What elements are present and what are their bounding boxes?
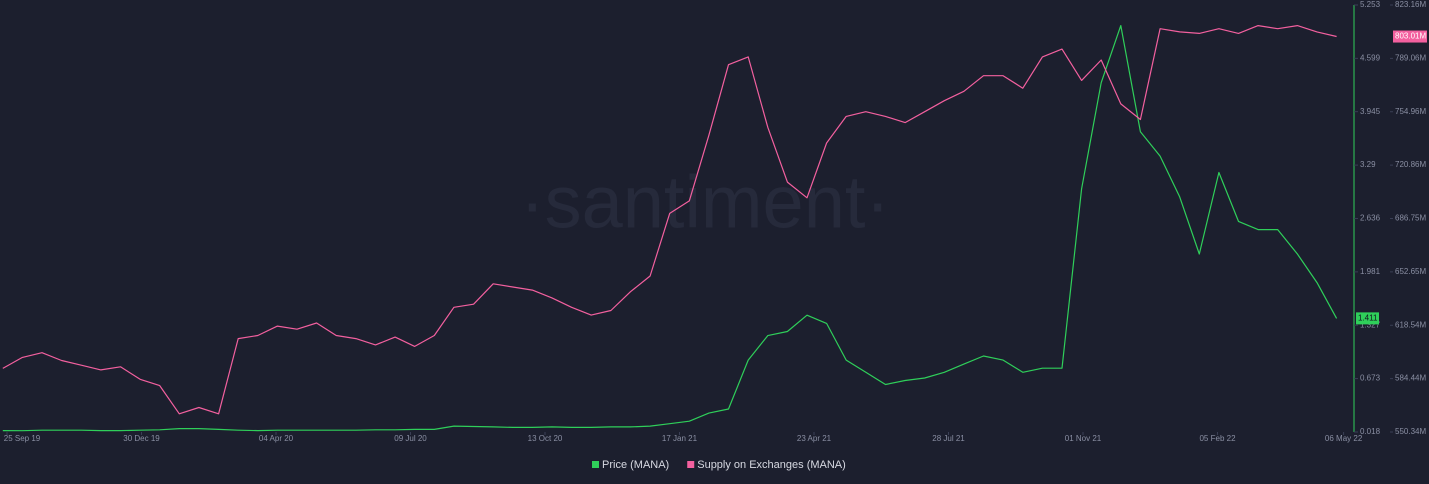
x-tick-label: 01 Nov 21 (1065, 434, 1102, 443)
series-line (2, 25, 1338, 432)
y-tick-label: 3.29 (1360, 160, 1376, 169)
x-tick-label: 09 Jul 20 (394, 434, 427, 443)
y2-tick-label: 652.65M (1395, 267, 1426, 276)
legend-label: Supply on Exchanges (MANA) (697, 459, 846, 471)
legend-swatch (592, 461, 599, 468)
x-tick-label: 04 Apr 20 (259, 434, 294, 443)
legend-swatch (687, 461, 695, 468)
watermark: ·santiment· (520, 161, 890, 244)
y2-tick-label: 686.75M (1395, 214, 1426, 223)
last-value-badge (1393, 30, 1427, 43)
legend: Price (MANA) Supply on Exchanges (MANA) (592, 459, 846, 471)
series-line (2, 25, 1337, 415)
y-tick-label: 0.018 (1360, 427, 1381, 436)
y-tick-label: 0.673 (1360, 374, 1381, 383)
y2-tick-label: 823.16M (1395, 0, 1426, 9)
x-tick-label: 17 Jan 21 (662, 434, 698, 443)
x-tick-label: 05 Feb 22 (1199, 434, 1236, 443)
last-value-label: 1.411 (1358, 313, 1378, 322)
last-value-badge (1356, 312, 1379, 325)
legend-label: Price (MANA) (602, 459, 669, 471)
y2-tick-label: 720.86M (1395, 160, 1426, 169)
y-tick-label: 3.945 (1360, 107, 1381, 116)
y2-tick-label: 754.96M (1395, 107, 1426, 116)
y2-tick-label: 550.34M (1395, 427, 1426, 436)
y2-tick-label: 618.54M (1395, 320, 1426, 329)
x-tick-label: 25 Sep 19 (4, 434, 41, 443)
x-tick-label: 30 Dec 19 (123, 434, 160, 443)
y2-tick-label: 584.44M (1395, 374, 1426, 383)
x-tick-label: 13 Oct 20 (528, 434, 563, 443)
y-tick-label: 2.636 (1360, 214, 1381, 223)
y-tick-label: 4.599 (1360, 53, 1381, 62)
y-tick-label: 5.253 (1360, 0, 1381, 9)
y2-tick-label: 789.06M (1395, 53, 1426, 62)
x-tick-label: 23 Apr 21 (797, 434, 832, 443)
y-tick-label: 1.327 (1360, 320, 1381, 329)
x-tick-label: 06 May 22 (1325, 434, 1363, 443)
x-tick-label: 28 Jul 21 (932, 434, 965, 443)
last-value-label: 803.01M (1395, 32, 1426, 41)
y-tick-label: 1.981 (1360, 267, 1381, 276)
